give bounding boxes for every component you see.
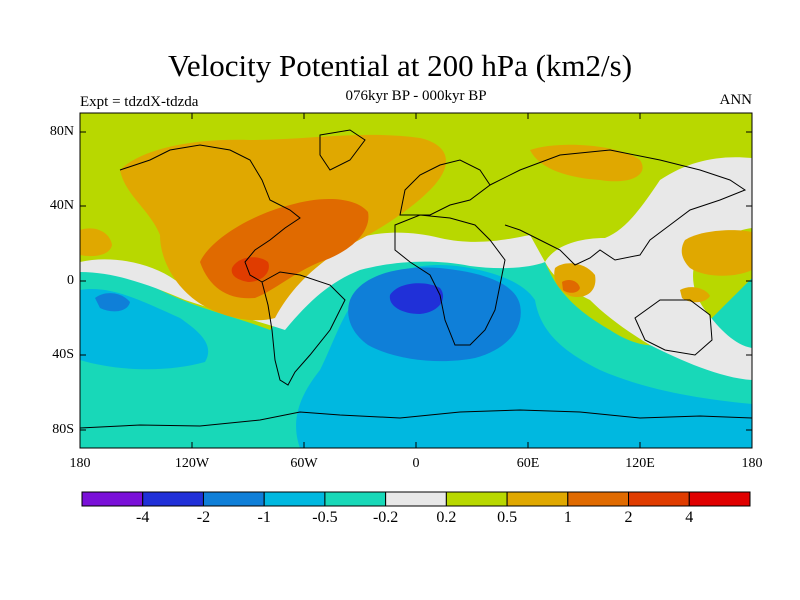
- colorbar-swatch: [688, 491, 751, 507]
- colorbar-label: 4: [685, 509, 694, 526]
- contour-neg2: [389, 283, 444, 314]
- colorbar-swatch: [81, 491, 144, 507]
- colorbar-label: -4: [136, 509, 150, 526]
- colorbar-label: -0.2: [372, 509, 399, 526]
- coast-north-america: [119, 144, 301, 283]
- contour-neutral-eastern: [545, 157, 752, 380]
- coast-asia: [489, 149, 747, 266]
- colorbar-swatch: [567, 491, 630, 507]
- y-ticks: [80, 131, 752, 431]
- contour-field: [80, 113, 752, 448]
- x-ticks: [191, 113, 641, 448]
- colorbar-swatch: [506, 491, 569, 507]
- colorbar-label: 0.5: [497, 509, 518, 526]
- colorbar: [81, 491, 751, 507]
- x-tick-label: 0: [412, 456, 420, 471]
- contour-neutral: [80, 232, 545, 330]
- y-tick-label: 80S: [52, 422, 74, 437]
- x-tick-label: 180: [741, 456, 763, 471]
- map-subtitle: 076kyr BP - 000kyr BP: [345, 88, 487, 104]
- x-tick-label: 120E: [625, 456, 655, 471]
- contour-pos05-nw: [80, 228, 112, 257]
- colorbar-label: 1: [563, 509, 572, 526]
- x-tick-label: 180: [69, 456, 91, 471]
- coast-south-america: [261, 271, 346, 386]
- y-tick-label: 40N: [49, 198, 74, 213]
- colorbar-swatch: [324, 491, 387, 507]
- coastlines: [80, 129, 752, 429]
- coast-antarctica: [80, 409, 752, 429]
- colorbar-label: -1: [257, 509, 271, 526]
- x-tick-label: 60E: [516, 456, 540, 471]
- contour-neg1-pacific: [95, 293, 130, 312]
- contour-pos05-asia: [530, 144, 643, 182]
- colorbar-swatch: [263, 491, 326, 507]
- colorbar-swatch: [385, 491, 447, 507]
- coast-australia: [634, 299, 713, 356]
- map-title: Velocity Potential at 200 hPa (km2/s): [167, 48, 633, 83]
- y-tick-label: 0: [67, 273, 74, 288]
- colorbar-label: -0.5: [312, 509, 338, 526]
- experiment-label: Expt = tdzdX-tdzda: [80, 94, 199, 110]
- contour-neg1: [348, 267, 521, 362]
- colorbar-swatch: [445, 491, 508, 507]
- contour-pos1-india: [562, 280, 580, 293]
- y-tick-label: 40S: [52, 347, 74, 362]
- contour-pos05-papua: [680, 287, 710, 303]
- y-tick-label: 80N: [49, 124, 74, 139]
- coast-africa: [394, 214, 506, 346]
- colorbar-swatch: [142, 491, 204, 507]
- x-tick-label: 120W: [174, 456, 210, 471]
- colorbar-label: 0.2: [436, 509, 457, 526]
- colorbar-swatch: [202, 491, 265, 507]
- colorbar-swatch: [628, 491, 690, 507]
- coast-greenland: [319, 129, 366, 171]
- coast-europe: [399, 159, 491, 216]
- contour-pos05-pacific: [681, 230, 752, 276]
- colorbar-label: 2: [624, 509, 633, 526]
- contour-pos2: [231, 257, 269, 282]
- season-label: ANN: [719, 92, 753, 108]
- x-tick-label: 60W: [290, 456, 318, 471]
- colorbar-label: -2: [196, 509, 211, 526]
